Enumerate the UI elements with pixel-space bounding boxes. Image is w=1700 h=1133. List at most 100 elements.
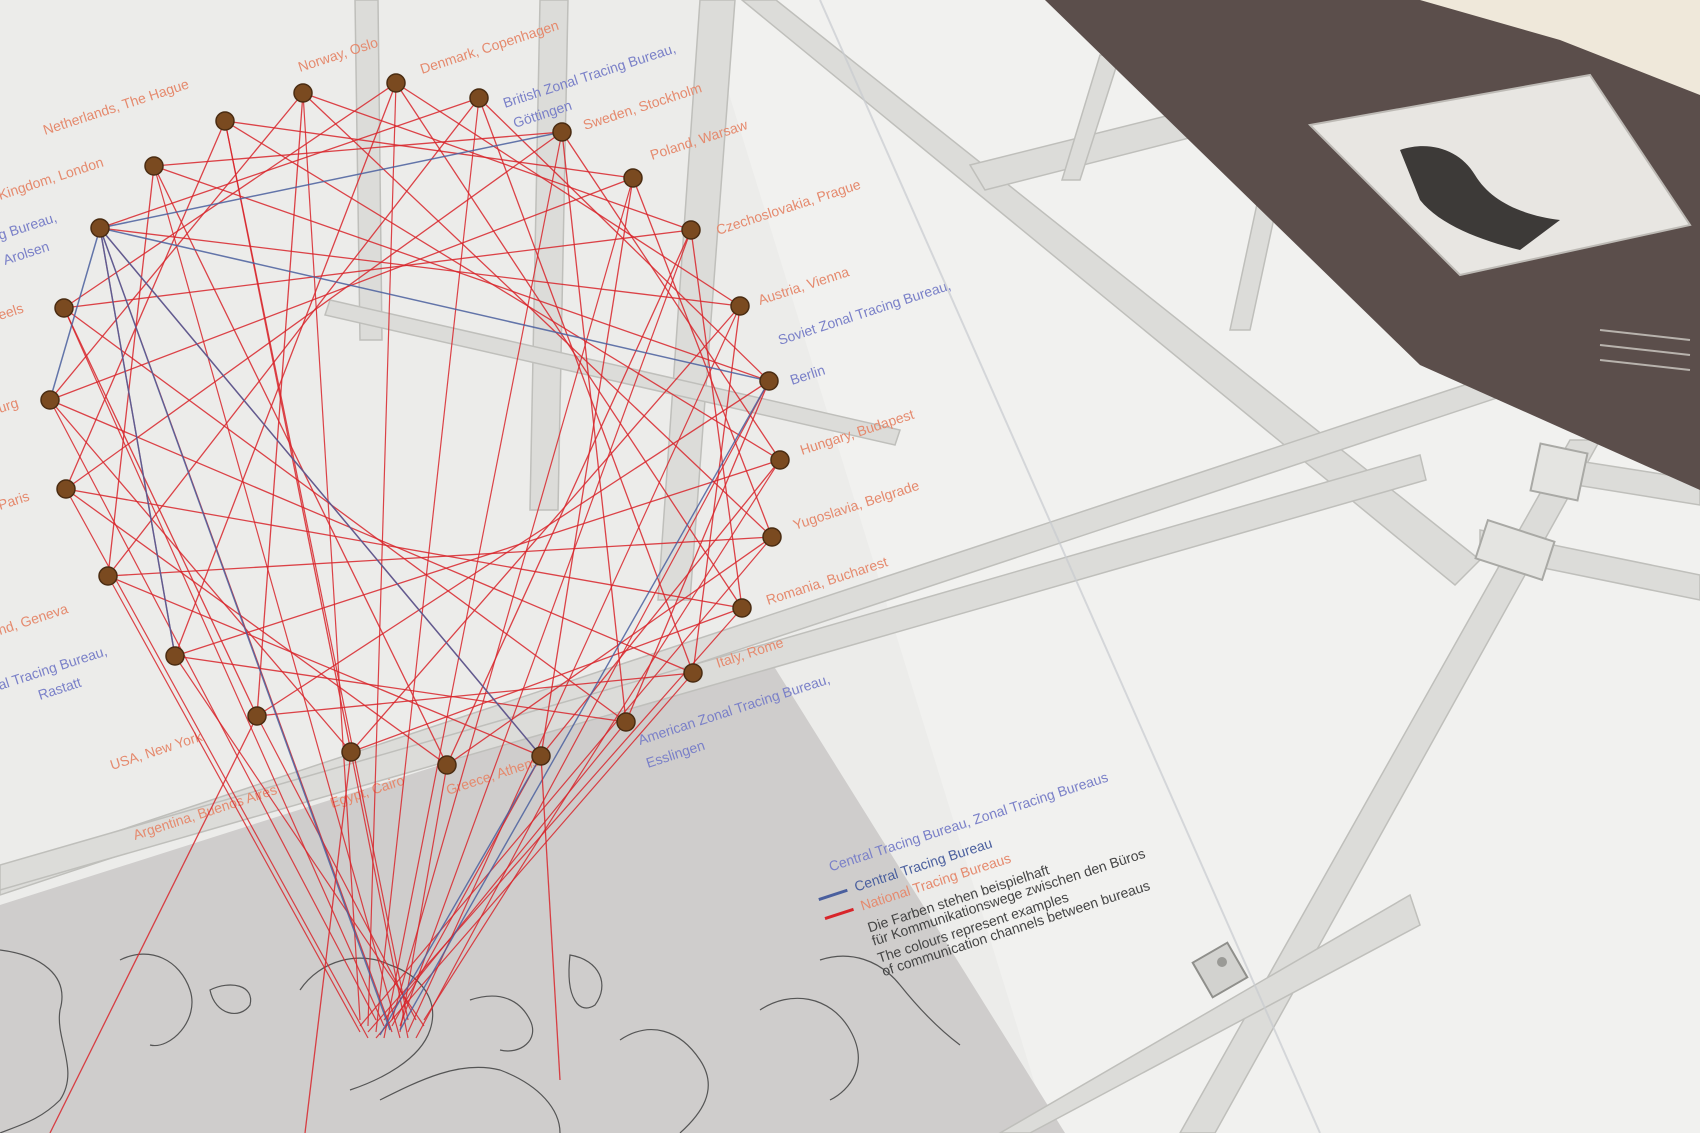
document-corner <box>1420 0 1700 95</box>
pin <box>144 156 164 176</box>
legend-red-swatch <box>824 907 854 920</box>
pin <box>54 298 74 318</box>
red-string <box>540 459 781 757</box>
pin <box>437 755 457 775</box>
legend-blue-swatch <box>818 888 848 901</box>
red-string <box>375 97 480 1033</box>
red-string <box>302 92 773 538</box>
red-string <box>391 755 542 1027</box>
red-string <box>153 131 563 167</box>
info-text-lines <box>1599 329 1691 371</box>
red-string <box>302 92 692 231</box>
red-string <box>415 380 770 1039</box>
pin <box>730 296 750 316</box>
red-string <box>224 120 781 461</box>
red-string <box>359 536 773 1027</box>
red-string <box>65 488 448 766</box>
pin <box>683 663 703 683</box>
pin <box>165 646 185 666</box>
red-string <box>174 655 627 723</box>
red-string <box>256 92 304 717</box>
red-string <box>304 751 352 1133</box>
frame-joint <box>1474 518 1556 582</box>
red-string <box>63 229 692 309</box>
red-string <box>350 305 741 753</box>
red-string <box>49 715 258 1133</box>
pin <box>531 746 551 766</box>
red-string <box>350 607 743 753</box>
blue-string <box>99 227 542 757</box>
pin <box>341 742 361 762</box>
red-string <box>153 165 448 766</box>
red-string <box>224 120 634 179</box>
pin <box>759 371 779 391</box>
info-photo <box>1307 73 1692 277</box>
europe-map-outline <box>0 949 961 1133</box>
red-string <box>383 721 627 1021</box>
pin <box>770 450 790 470</box>
red-string <box>692 305 741 674</box>
red-string <box>399 229 692 1027</box>
red-string <box>107 97 480 577</box>
acrylic-edge <box>819 0 1321 1133</box>
red-string <box>224 120 409 1021</box>
red-string <box>63 82 397 309</box>
red-string <box>174 459 781 657</box>
red-string <box>256 672 694 717</box>
red-string <box>690 229 743 609</box>
blue-string <box>379 755 542 1036</box>
blue-string <box>399 380 770 1031</box>
red-string <box>63 307 258 717</box>
red-string <box>302 92 361 1021</box>
pin <box>56 479 76 499</box>
pin <box>215 111 235 131</box>
red-string <box>63 307 385 1027</box>
red-string <box>63 307 627 723</box>
pin <box>247 706 267 726</box>
pin <box>552 122 572 142</box>
red-string <box>540 755 561 1081</box>
red-string <box>107 575 361 1033</box>
red-string <box>107 536 773 577</box>
blue-string <box>49 227 101 401</box>
pin <box>90 218 110 238</box>
red-string <box>350 751 409 1039</box>
blue-string <box>99 227 176 657</box>
red-string <box>107 575 542 757</box>
red-string <box>423 459 781 1021</box>
national-bureau-label: urg <box>0 394 20 415</box>
red-string <box>49 399 377 1021</box>
pin <box>40 390 60 410</box>
pin <box>386 73 406 93</box>
red-string <box>49 399 694 674</box>
red-string <box>446 229 692 766</box>
red-string <box>561 131 781 461</box>
red-string <box>367 607 743 1033</box>
pin <box>469 88 489 108</box>
red-string <box>174 82 397 657</box>
string-network <box>49 82 781 1133</box>
red-string <box>99 227 741 307</box>
red-string <box>391 177 634 1021</box>
red-string <box>153 165 401 1039</box>
pin <box>732 598 752 618</box>
pin <box>98 566 118 586</box>
red-string <box>65 488 743 609</box>
frame-post-cap <box>1529 442 1589 502</box>
pin <box>762 527 782 547</box>
red-string <box>446 536 773 766</box>
pin <box>293 83 313 103</box>
red-string <box>407 305 741 1033</box>
red-string <box>478 97 770 382</box>
frame-screw <box>1217 957 1227 967</box>
red-string <box>367 82 397 1027</box>
map-panel <box>0 660 1065 1133</box>
red-string <box>540 177 634 757</box>
pins <box>40 73 790 775</box>
red-string <box>99 97 480 229</box>
red-string <box>375 672 694 1039</box>
red-string <box>395 82 743 609</box>
frame-bracket <box>1191 941 1249 999</box>
